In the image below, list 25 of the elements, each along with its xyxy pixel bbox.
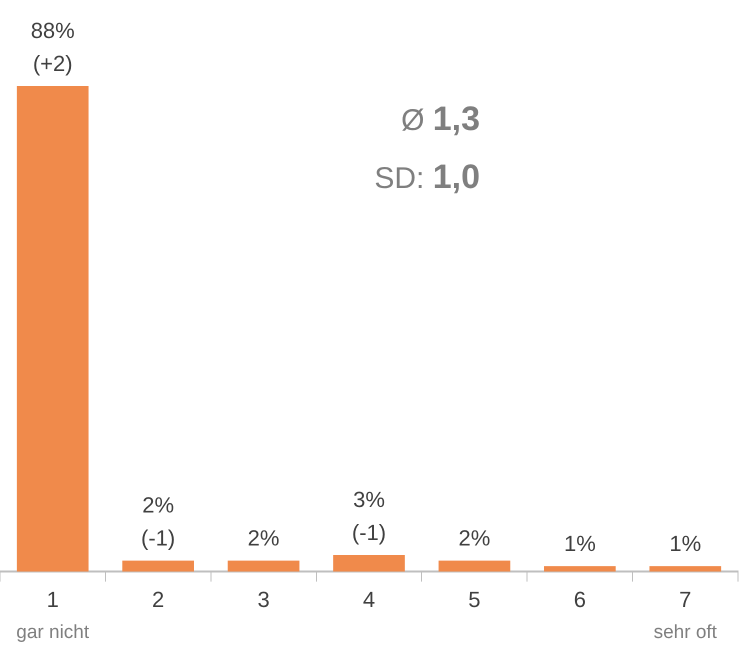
- bar: [122, 560, 194, 572]
- data-label: 3% (-1): [352, 487, 386, 546]
- data-label: 2% (-1): [141, 492, 176, 551]
- data-label: 88% (+2): [30, 18, 75, 76]
- x-tick-label: 4: [362, 586, 376, 612]
- annotation: Ø 1,3: [400, 100, 480, 139]
- bar: [544, 566, 616, 572]
- x-tick-label: 6: [574, 586, 586, 612]
- data-label: 2%: [458, 526, 490, 551]
- data-label: 1%: [669, 531, 702, 556]
- x-tick-label: 5: [468, 586, 481, 612]
- data-label: 1%: [564, 531, 596, 556]
- text: gar nicht: [15, 622, 90, 644]
- x-tick-label: 2: [152, 586, 164, 612]
- annotation: SD: 1,0: [373, 158, 480, 197]
- bar: [16, 86, 89, 572]
- x-tick-label: 3: [257, 586, 270, 612]
- text: sehr oft: [652, 622, 718, 644]
- bar: [438, 560, 510, 572]
- bar: [649, 566, 722, 572]
- bar: [333, 555, 405, 572]
- x-tick-label: 1: [46, 586, 59, 612]
- data-label: 2%: [248, 526, 280, 551]
- bar: [228, 560, 300, 572]
- x-tick-label: 7: [679, 586, 692, 612]
